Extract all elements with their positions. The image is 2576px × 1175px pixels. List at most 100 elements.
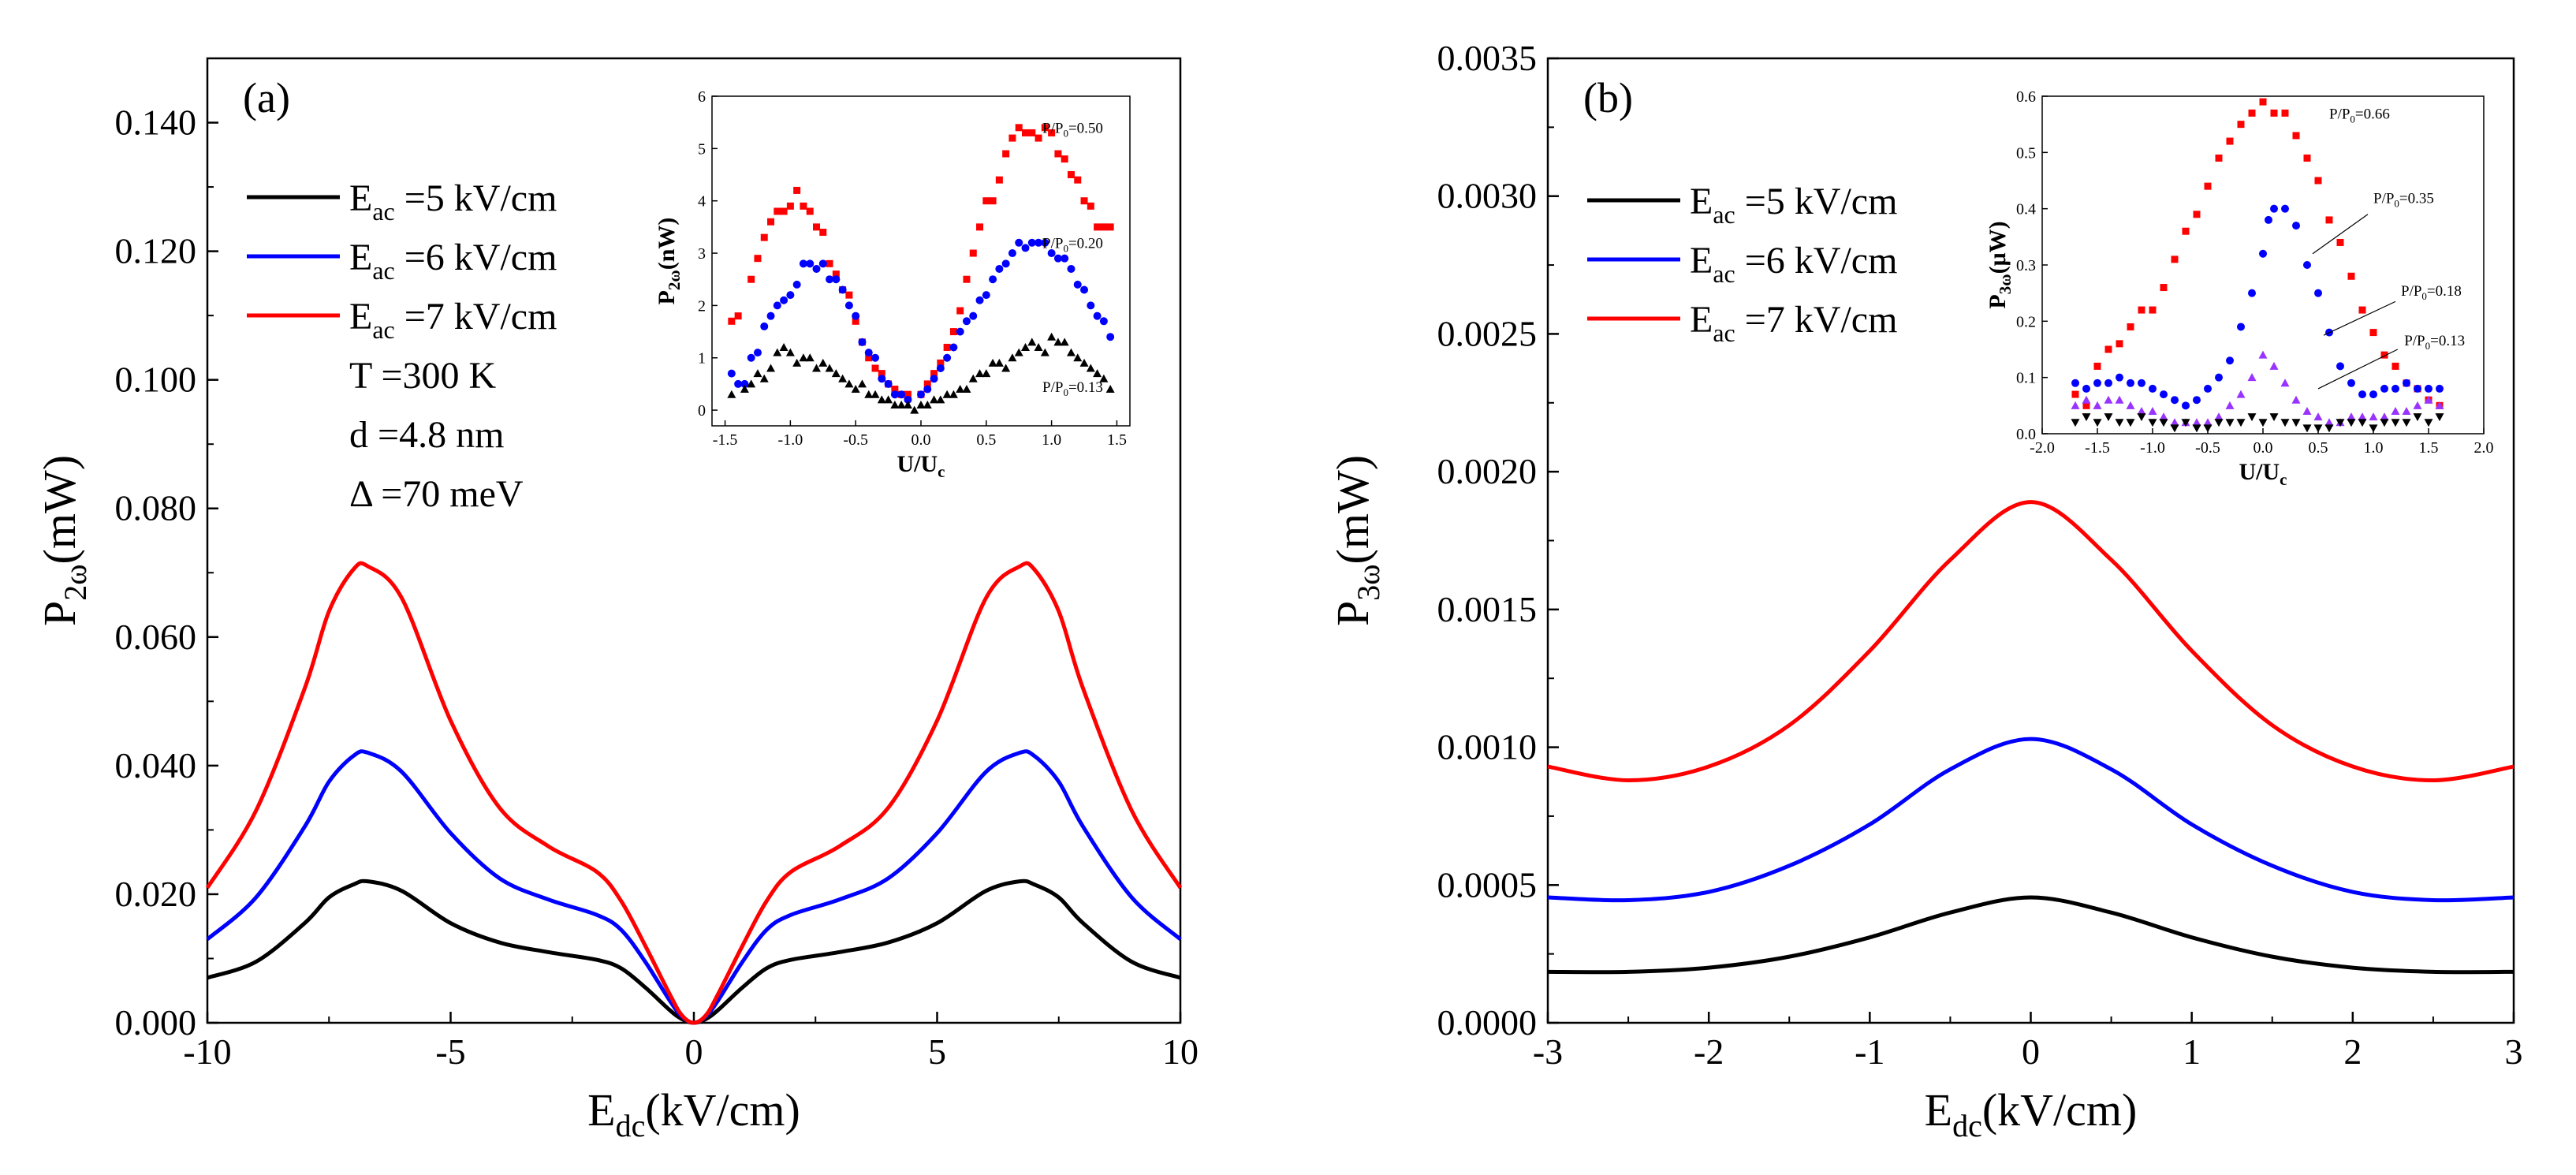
inset-point-s2 [956,385,965,394]
inset-point-s0 [2104,345,2112,353]
inset-point-s1 [780,296,788,304]
inset-point-s2 [982,369,991,378]
inset-point-s3 [2280,419,2290,427]
inset-x-tick-label: -1.5 [2085,439,2110,457]
inset-point-s1 [904,395,912,404]
inset-point-s1 [1027,238,1036,247]
inset-point-s3 [2170,424,2179,433]
x-label-unit: (kV/cm) [1982,1084,2138,1136]
inset-point-s1 [2303,261,2311,269]
inset-point-s0 [2204,182,2212,190]
inset-x-tick-label: -0.5 [2195,439,2220,457]
x-tick-label: 5 [928,1031,946,1072]
inset-point-s0 [904,390,911,398]
inset-y-label-unit: (nW) [654,218,680,270]
inset-point-s2 [2347,412,2356,421]
inset-y-tick-label: 2 [698,297,706,315]
inset-point-s1 [1021,244,1030,252]
y-tick-label: 0.000 [115,1002,197,1043]
inset-point-s2 [877,395,886,404]
inset-label-sub: 0 [2421,290,2427,302]
legend-subscript: ac [1713,319,1735,347]
inset-point-s0 [891,386,899,394]
inset-point-s0 [793,186,801,194]
inset-label-sub: 0 [2394,198,2399,210]
inset-point-s1 [2259,249,2267,258]
inset-point-s0 [969,249,977,257]
inset-point-s1 [1035,238,1043,247]
inset-point-s2 [1105,385,1115,394]
inset-point-s0 [1054,150,1062,158]
y-tick-label: 0.0010 [1437,727,1538,767]
inset-point-s1 [2171,396,2179,405]
inset-label-value: =0.13 [2430,333,2465,349]
inset-point-s3 [2071,419,2080,427]
inset-point-s3 [2104,413,2113,422]
inset-point-s1 [2414,384,2421,393]
inset-label-sub: 0 [1063,386,1068,398]
inset-point-s1 [2093,379,2101,387]
inset-point-s1 [995,264,1004,273]
inset-point-s2 [838,374,848,382]
x-label-unit: (kV/cm) [645,1084,800,1136]
inset-x-label-main: U/U [897,451,938,477]
y-axis-label: P2ω(mW) [34,455,93,626]
inset-point-s2 [818,358,828,367]
inset-point-s2 [766,364,776,372]
inset-label-sub: 0 [1063,242,1068,254]
inset-point-s2 [2302,406,2312,415]
inset-point-s2 [799,353,808,362]
inset-point-s1 [852,311,860,320]
y-tick-label: 0.0020 [1437,451,1538,491]
inset-point-s0 [2193,211,2201,218]
inset-point-s2 [1060,338,1069,346]
inset-point-s0 [949,328,957,336]
inset-point-s2 [2203,418,2213,427]
inset-point-s2 [2137,406,2146,415]
inset-point-s0 [800,202,807,210]
inset-label-prefix: P/P [2401,283,2421,300]
inset-point-s0 [2369,329,2377,337]
inset-point-s0 [2082,401,2090,409]
inset-point-s0 [2347,272,2355,280]
inset-point-s2 [1093,369,1102,378]
inset-series-label: P/P0=0.35 [2373,191,2434,210]
inset-point-s0 [2281,109,2289,117]
y-tick-label: 0.120 [115,231,197,271]
inset-point-s0 [963,275,971,283]
inset-point-s1 [989,275,997,284]
inset-point-s1 [2215,373,2223,382]
inset-point-s0 [2182,227,2190,235]
inset-point-s3 [2093,419,2102,427]
legend-entry: Eac =7 kV/cm [1690,299,1897,347]
inset-point-s1 [936,364,945,373]
inset-x-tick-label: 1.5 [2419,439,2439,457]
inset-label-value: =0.20 [1068,235,1103,252]
inset-point-s1 [1073,280,1082,289]
inset-point-s2 [1040,348,1049,356]
legend-value: =7 kV/cm [1735,299,1898,341]
inset-series-label: P/P0=0.50 [1042,120,1103,139]
series-line-1 [1547,737,2514,903]
inset-point-s2 [1008,353,1017,362]
inset-point-s3 [2313,424,2323,433]
inset-point-s1 [975,296,984,304]
inset-point-s2 [785,348,795,356]
inset-point-s0 [2093,362,2101,370]
inset-point-s2 [825,364,834,372]
inset-label-prefix: P/P [1042,235,1063,252]
inset-point-s2 [890,400,900,408]
x-tick-label: -2 [1694,1031,1724,1072]
inset-point-s2 [2104,395,2113,404]
inset-point-s2 [2413,401,2422,409]
inset-point-s0 [976,223,984,231]
inset-point-s1 [2138,379,2145,387]
inset-leader-line [2312,214,2369,255]
inset-point-s1 [799,259,807,268]
inset-point-s2 [2258,350,2268,359]
inset-point-s3 [2148,419,2157,427]
inset-point-s1 [930,375,938,383]
inset-point-s3 [2214,419,2224,427]
inset-point-s2 [812,364,821,372]
